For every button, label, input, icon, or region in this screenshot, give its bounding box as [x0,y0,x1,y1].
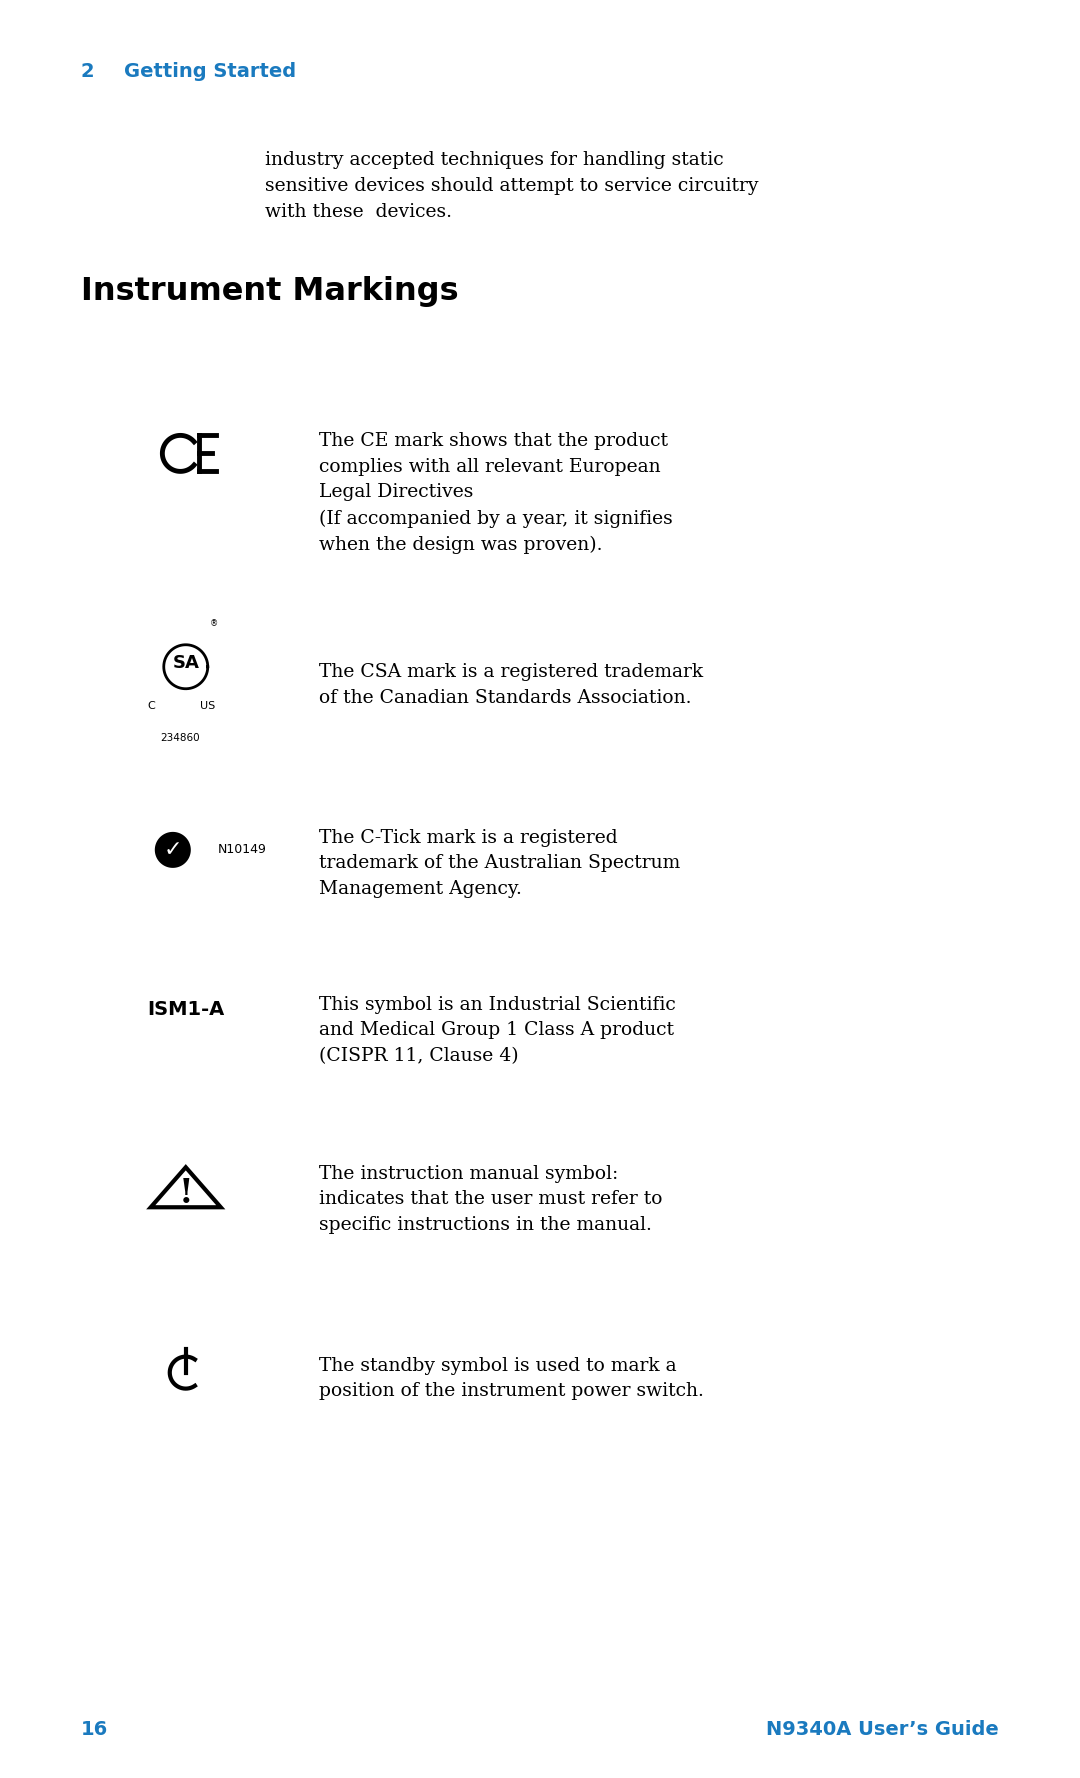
Text: ✓: ✓ [163,839,183,861]
Text: 234860: 234860 [161,733,200,743]
Text: ISM1-A: ISM1-A [147,1001,225,1019]
Text: Instrument Markings: Instrument Markings [81,276,459,306]
Text: N9340A User’s Guide: N9340A User’s Guide [766,1719,999,1739]
Text: industry accepted techniques for handling static
sensitive devices should attemp: industry accepted techniques for handlin… [265,151,758,220]
Polygon shape [154,832,191,868]
Text: ®: ® [211,619,218,629]
Text: The CE mark shows that the product
complies with all relevant European
Legal Dir: The CE mark shows that the product compl… [319,432,673,553]
Text: C: C [147,701,156,711]
Text: The instruction manual symbol:
indicates that the user must refer to
specific in: The instruction manual symbol: indicates… [319,1165,662,1234]
Text: US: US [200,701,215,711]
Text: SA: SA [173,654,199,672]
Text: The C-Tick mark is a registered
trademark of the Australian Spectrum
Management : The C-Tick mark is a registered trademar… [319,829,679,898]
Text: The CSA mark is a registered trademark
of the Canadian Standards Association.: The CSA mark is a registered trademark o… [319,663,703,708]
Text: Getting Started: Getting Started [124,62,296,82]
Text: The standby symbol is used to mark a
position of the instrument power switch.: The standby symbol is used to mark a pos… [319,1357,703,1401]
Text: N10149: N10149 [218,843,267,857]
Text: 2: 2 [81,62,95,82]
Text: 16: 16 [81,1719,108,1739]
Text: !: ! [178,1177,193,1209]
Text: This symbol is an Industrial Scientific
and Medical Group 1 Class A product
(CIS: This symbol is an Industrial Scientific … [319,996,675,1065]
